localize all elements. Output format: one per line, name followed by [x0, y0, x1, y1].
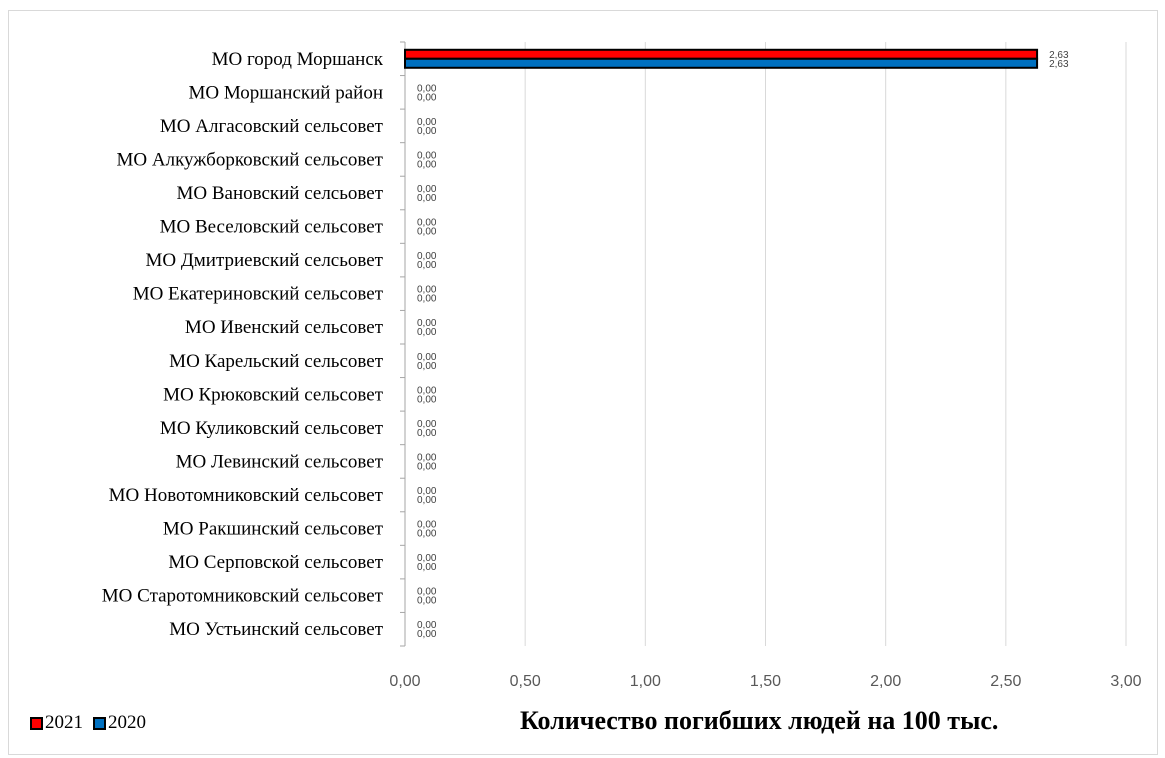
data-label-2020: 0,00 — [417, 428, 437, 439]
data-label-2020: 0,00 — [417, 562, 437, 573]
data-label-2020: 0,00 — [417, 394, 437, 405]
x-tick-label: 0,00 — [389, 673, 420, 690]
data-label-2021: 0,00 — [417, 620, 437, 631]
legend: 2021 2020 — [30, 712, 146, 734]
chart-frame — [8, 10, 1158, 755]
data-label-2020: 0,00 — [417, 92, 437, 103]
data-label-2020: 0,00 — [417, 227, 437, 238]
data-label-2021: 0,00 — [417, 352, 437, 363]
data-label-2020: 0,00 — [417, 260, 437, 271]
category-label: МО город Моршанск — [212, 49, 384, 70]
data-label-2021: 2,63 — [1049, 50, 1069, 61]
category-label: МО Старотомниковский сельсовет — [102, 586, 384, 607]
category-label: МО Карельский сельсовет — [169, 351, 384, 372]
legend-label-2021: 2021 — [45, 712, 83, 733]
data-label-2021: 0,00 — [417, 452, 437, 463]
data-label-2020: 0,00 — [417, 596, 437, 607]
x-tick-label: 1,00 — [630, 673, 661, 690]
x-tick-label: 1,50 — [750, 673, 781, 690]
data-label-2020: 0,00 — [417, 193, 437, 204]
bar-2021 — [404, 48, 1039, 60]
data-label-2020: 0,00 — [417, 461, 437, 472]
data-label-2021: 0,00 — [417, 587, 437, 598]
data-label-2021: 0,00 — [417, 318, 437, 329]
category-label: МО Левинский сельсовет — [176, 451, 384, 472]
data-label-2020: 0,00 — [417, 159, 437, 170]
data-label-2021: 0,00 — [417, 419, 437, 430]
category-label: МО Вановский селсьовет — [176, 183, 383, 204]
x-tick-label: 2,00 — [870, 673, 901, 690]
data-label-2021: 0,00 — [417, 83, 437, 94]
x-axis-title: Количество погибших людей на 100 тыс. — [520, 706, 999, 735]
legend-item-2021: 2021 — [30, 712, 83, 734]
x-tick-label: 2,50 — [990, 673, 1021, 690]
category-label: МО Устьинский сельсовет — [169, 619, 383, 640]
category-label: МО Ракшинский сельсовет — [163, 519, 384, 540]
data-label-2021: 0,00 — [417, 520, 437, 531]
legend-swatch-2020 — [93, 716, 106, 730]
x-tick-label: 0,50 — [510, 673, 541, 690]
data-label-2020: 0,00 — [417, 361, 437, 372]
data-label-2020: 0,00 — [417, 629, 437, 640]
category-label: МО Моршанский район — [188, 82, 383, 103]
category-label: МО Дмитриевский селсьовет — [145, 250, 383, 271]
data-label-2020: 0,00 — [417, 529, 437, 540]
category-label: МО Новотомниковский сельсовет — [109, 485, 384, 506]
data-label-2021: 0,00 — [417, 285, 437, 296]
data-label-2021: 0,00 — [417, 553, 437, 564]
data-label-2020: 0,00 — [417, 327, 437, 338]
data-label-2020: 2,63 — [1049, 59, 1069, 70]
legend-label-2020: 2020 — [108, 712, 146, 733]
legend-swatch-2021 — [30, 716, 43, 730]
category-label: МО Алкужборковский сельсовет — [117, 149, 384, 170]
data-label-2021: 0,00 — [417, 117, 437, 128]
category-label: МО Куликовский сельсовет — [160, 418, 384, 439]
bar-2020 — [404, 57, 1039, 69]
data-label-2021: 0,00 — [417, 150, 437, 161]
category-label: МО Алгасовский сельсовет — [160, 116, 384, 137]
data-label-2020: 0,00 — [417, 126, 437, 137]
data-label-2021: 0,00 — [417, 385, 437, 396]
category-label: МО Веселовский сельсовет — [160, 217, 384, 238]
category-label: МО Екатериновский сельсовет — [133, 284, 384, 305]
x-tick-label: 3,00 — [1110, 673, 1141, 690]
category-label: МО Ивенский сельсовет — [185, 317, 384, 338]
category-label: МО Крюковский сельсовет — [163, 384, 384, 405]
data-label-2020: 0,00 — [417, 495, 437, 506]
data-label-2020: 0,00 — [417, 294, 437, 305]
data-label-2021: 0,00 — [417, 486, 437, 497]
legend-item-2020: 2020 — [93, 712, 146, 734]
data-label-2021: 0,00 — [417, 184, 437, 195]
data-label-2021: 0,00 — [417, 251, 437, 262]
category-label: МО Серповской сельсовет — [168, 552, 383, 573]
data-label-2021: 0,00 — [417, 218, 437, 229]
